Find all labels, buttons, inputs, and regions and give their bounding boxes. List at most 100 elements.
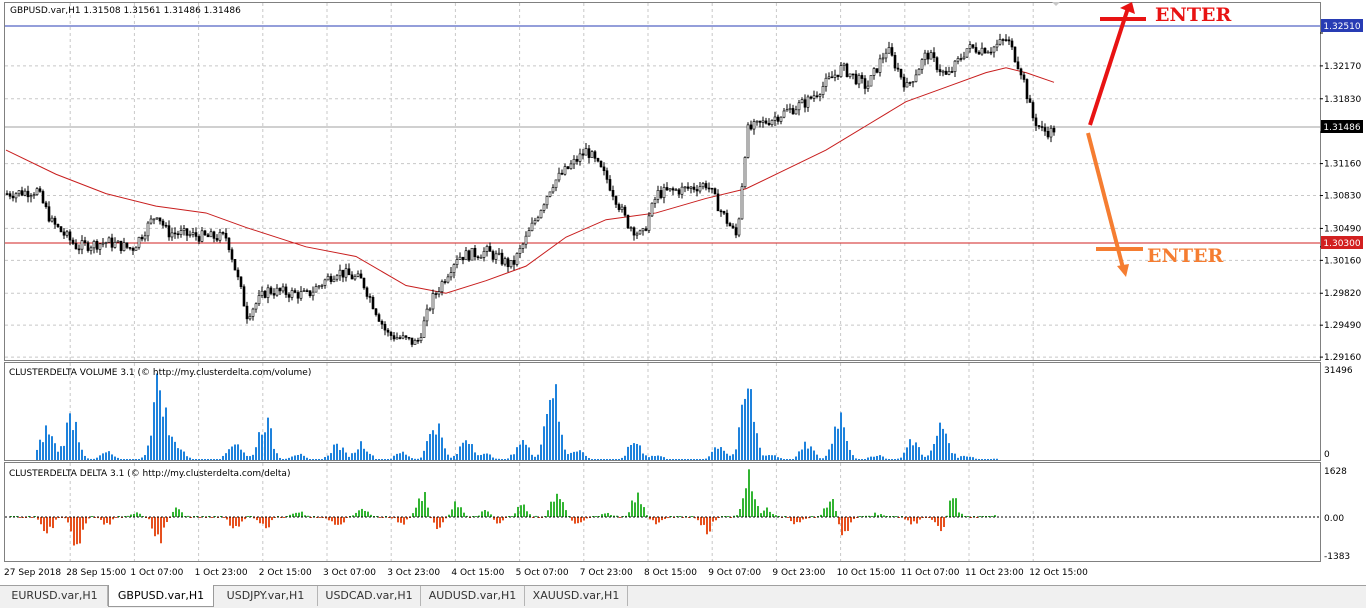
volume-bar [213, 459, 215, 460]
volume-bar [975, 458, 977, 460]
delta-bar [664, 517, 666, 520]
volume-bar [651, 455, 653, 460]
enter-up-annotation[interactable]: ENTER [1088, 2, 1231, 126]
candle-body [674, 189, 678, 192]
candle-body [116, 240, 120, 243]
tab-xauusd[interactable]: XAUUSD.var,H1 [525, 586, 628, 606]
candle-body [584, 148, 588, 156]
candle-body [545, 196, 549, 206]
delta-bar [550, 501, 552, 517]
delta-panel-title: CLUSTERDELTA DELTA 3.1 (© http://my.clus… [9, 469, 290, 479]
candle-body [524, 235, 528, 245]
candle-body [704, 183, 708, 189]
tab-gbpusd[interactable]: GBPUSD.var,H1 [108, 585, 214, 607]
time-tick-label: 9 Oct 23:00 [772, 568, 825, 578]
candle-body [284, 286, 288, 295]
collapse-arrow-icon[interactable] [1052, 2, 1060, 6]
volume-bar [654, 456, 656, 460]
candle-body [941, 70, 945, 73]
delta-bar [370, 514, 372, 517]
candle-body [773, 116, 777, 121]
price-panel[interactable] [4, 2, 1321, 361]
tab-eurusd[interactable]: EURUSD.var,H1 [2, 586, 108, 606]
volume-bar [720, 447, 722, 460]
volume-bar [852, 455, 854, 460]
support-price-tag: 1.30300 [1321, 236, 1363, 249]
volume-panel[interactable] [4, 362, 1321, 461]
candle-body [137, 236, 141, 248]
candle-body [911, 81, 915, 83]
tab-audusd[interactable]: AUDUSD.var,H1 [421, 586, 525, 606]
volume-bar [666, 459, 668, 460]
tab-usdcad[interactable]: USDCAD.var,H1 [318, 586, 421, 606]
volume-bar [717, 448, 719, 460]
volume-bar [405, 454, 407, 460]
volume-bar [387, 459, 389, 460]
candle-body [743, 157, 747, 188]
candle-body [314, 286, 318, 293]
volume-bar [477, 455, 479, 460]
enter-down-label: ENTER [1147, 245, 1223, 267]
volume-bar [969, 456, 971, 460]
candle-body [872, 68, 876, 76]
candle-body [29, 195, 33, 198]
volume-bar [87, 458, 89, 460]
candle-body [953, 60, 957, 72]
resistance-price-text: 1.32510 [1323, 22, 1360, 32]
delta-bar [496, 517, 498, 524]
candle-body [635, 233, 639, 236]
delta-bar [430, 517, 432, 519]
volume-bar [144, 455, 146, 460]
delta-bar [88, 517, 90, 519]
candle-body [131, 248, 135, 251]
volume-bar [285, 458, 287, 460]
delta-bar [943, 517, 945, 528]
volume-bar [810, 446, 812, 460]
candle-body [752, 121, 756, 130]
delta-bar [106, 517, 108, 523]
volume-bar [174, 441, 176, 460]
enter-down-annotation[interactable]: ENTER [1086, 132, 1223, 277]
volume-bar [216, 459, 218, 460]
chart-area[interactable]: 1.32170 1.31830 1.31160 1.30830 1.30490 1.301… [0, 0, 1366, 585]
candle-body [782, 110, 786, 118]
delta-bar [961, 513, 963, 517]
volume-bar [576, 451, 578, 460]
volume-bar [594, 459, 596, 460]
candle-body [689, 186, 693, 189]
volume-bar [816, 454, 818, 460]
delta-bar [319, 517, 321, 518]
volume-bar [807, 448, 809, 460]
volume-bar [114, 456, 116, 460]
candle-body [224, 232, 228, 239]
volume-bar [90, 458, 92, 460]
delta-bar [535, 515, 537, 517]
tab-usdjpy[interactable]: USDJPY.var,H1 [214, 586, 318, 606]
time-tick-label: 10 Oct 15:00 [837, 568, 896, 578]
candle-body [89, 247, 93, 251]
candle-body [497, 252, 501, 255]
candle-body [671, 188, 675, 191]
delta-bar [406, 517, 408, 520]
delta-bar [874, 512, 876, 517]
delta-bar [115, 517, 117, 518]
volume-bar [189, 457, 191, 460]
candle-body [455, 259, 459, 265]
candle-body [572, 158, 576, 165]
delta-bar [166, 517, 168, 523]
candle-body [620, 206, 624, 210]
delta-bar [439, 517, 441, 528]
candle-body [305, 290, 309, 292]
delta-panel[interactable] [4, 462, 1321, 562]
candle-body [575, 158, 579, 162]
delta-bar [295, 512, 297, 517]
time-tick-label: 5 Oct 07:00 [516, 568, 569, 578]
candle-body [917, 68, 921, 76]
candle-body [302, 290, 306, 292]
volume-bar [75, 421, 77, 460]
candle-body [587, 148, 591, 158]
candle-body [902, 76, 906, 88]
volume-bar [876, 455, 878, 460]
candle-body [419, 337, 423, 341]
volume-bar [102, 453, 104, 460]
